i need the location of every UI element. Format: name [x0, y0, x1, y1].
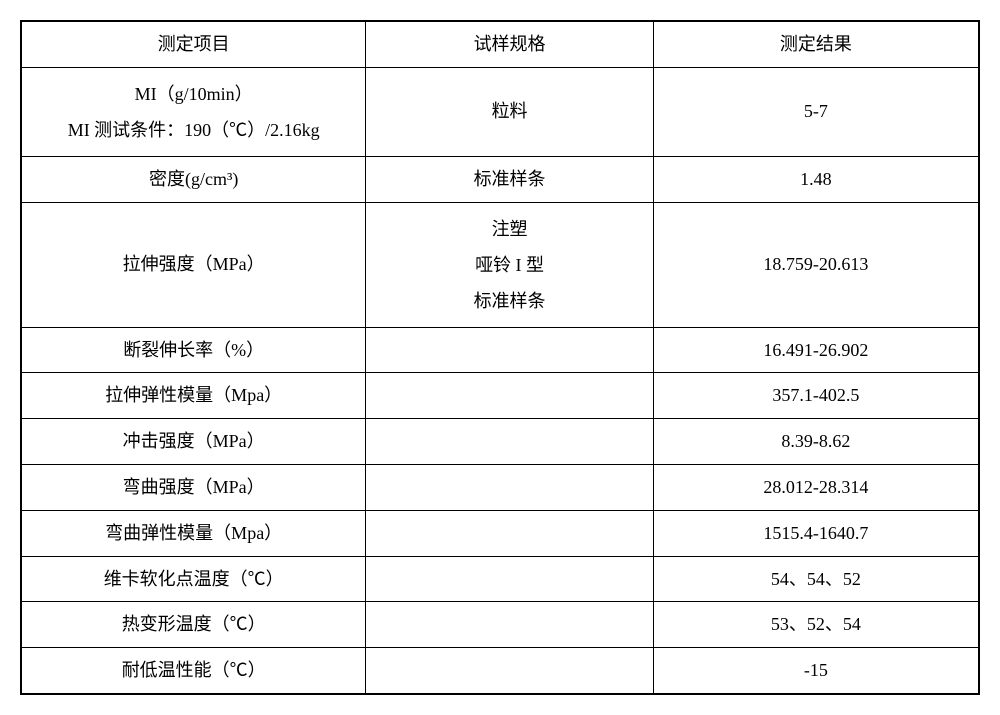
material-properties-table: 测定项目 试样规格 测定结果 MI（g/10min） MI 测试条件：190（℃…	[20, 20, 980, 695]
table-row: 弯曲强度（MPa） 28.012-28.314	[21, 464, 979, 510]
header-measurement-item: 测定项目	[21, 21, 366, 67]
cell-item: 耐低温性能（℃）	[21, 648, 366, 694]
cell-item: 弯曲强度（MPa）	[21, 464, 366, 510]
cell-result: 54、54、52	[653, 556, 979, 602]
cell-spec	[366, 419, 653, 465]
cell-item: 拉伸强度（MPa）	[21, 202, 366, 327]
cell-spec: 标准样条	[366, 156, 653, 202]
cell-result: 5-7	[653, 67, 979, 156]
cell-spec	[366, 327, 653, 373]
cell-result: 357.1-402.5	[653, 373, 979, 419]
cell-item: 弯曲弹性模量（Mpa）	[21, 510, 366, 556]
data-table: 测定项目 试样规格 测定结果 MI（g/10min） MI 测试条件：190（℃…	[20, 20, 980, 695]
header-result: 测定结果	[653, 21, 979, 67]
table-row: 冲击强度（MPa） 8.39-8.62	[21, 419, 979, 465]
table-row: 耐低温性能（℃） -15	[21, 648, 979, 694]
cell-spec	[366, 510, 653, 556]
table-row: 密度(g/cm³) 标准样条 1.48	[21, 156, 979, 202]
table-row: 维卡软化点温度（℃） 54、54、52	[21, 556, 979, 602]
cell-result: 8.39-8.62	[653, 419, 979, 465]
cell-spec: 注塑 哑铃 I 型 标准样条	[366, 202, 653, 327]
cell-result: 28.012-28.314	[653, 464, 979, 510]
cell-spec-line1: 注塑	[378, 211, 640, 247]
cell-result: 1.48	[653, 156, 979, 202]
cell-spec	[366, 602, 653, 648]
cell-item: MI（g/10min） MI 测试条件：190（℃）/2.16kg	[21, 67, 366, 156]
cell-spec	[366, 373, 653, 419]
cell-item: 热变形温度（℃）	[21, 602, 366, 648]
cell-result: 18.759-20.613	[653, 202, 979, 327]
table-header-row: 测定项目 试样规格 测定结果	[21, 21, 979, 67]
cell-item-line1: MI（g/10min）	[34, 76, 353, 112]
table-row: 拉伸强度（MPa） 注塑 哑铃 I 型 标准样条 18.759-20.613	[21, 202, 979, 327]
table-row: MI（g/10min） MI 测试条件：190（℃）/2.16kg 粒料 5-7	[21, 67, 979, 156]
cell-item: 拉伸弹性模量（Mpa）	[21, 373, 366, 419]
cell-result: 1515.4-1640.7	[653, 510, 979, 556]
cell-spec	[366, 556, 653, 602]
cell-item: 冲击强度（MPa）	[21, 419, 366, 465]
table-row: 热变形温度（℃） 53、52、54	[21, 602, 979, 648]
table-row: 拉伸弹性模量（Mpa） 357.1-402.5	[21, 373, 979, 419]
cell-spec-line3: 标准样条	[378, 283, 640, 319]
cell-spec-line2: 哑铃 I 型	[378, 247, 640, 283]
cell-spec	[366, 648, 653, 694]
cell-spec: 粒料	[366, 67, 653, 156]
cell-result: 53、52、54	[653, 602, 979, 648]
header-sample-spec: 试样规格	[366, 21, 653, 67]
cell-result: -15	[653, 648, 979, 694]
table-row: 弯曲弹性模量（Mpa） 1515.4-1640.7	[21, 510, 979, 556]
table-row: 断裂伸长率（%） 16.491-26.902	[21, 327, 979, 373]
cell-result: 16.491-26.902	[653, 327, 979, 373]
cell-item: 维卡软化点温度（℃）	[21, 556, 366, 602]
cell-item: 断裂伸长率（%）	[21, 327, 366, 373]
cell-item-line2: MI 测试条件：190（℃）/2.16kg	[34, 112, 353, 148]
cell-spec	[366, 464, 653, 510]
cell-item: 密度(g/cm³)	[21, 156, 366, 202]
